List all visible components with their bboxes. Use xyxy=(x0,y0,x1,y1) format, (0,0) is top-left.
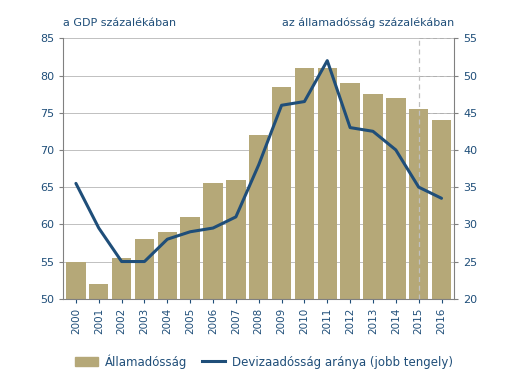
Bar xyxy=(272,87,291,383)
Bar xyxy=(432,120,451,383)
Bar xyxy=(158,232,177,383)
Bar xyxy=(135,239,154,383)
Bar xyxy=(386,98,406,383)
Bar xyxy=(89,284,108,383)
Bar xyxy=(112,258,131,383)
Bar xyxy=(317,68,337,383)
Bar xyxy=(363,94,383,383)
Bar xyxy=(341,83,360,383)
Bar xyxy=(181,217,200,383)
Bar xyxy=(409,109,428,383)
Bar xyxy=(66,262,86,383)
Bar xyxy=(249,135,268,383)
Text: az államadósság százalékában: az államadósság százalékában xyxy=(282,17,454,28)
Text: a GDP százalékában: a GDP százalékában xyxy=(63,18,176,28)
Bar xyxy=(226,180,246,383)
Bar xyxy=(203,183,223,383)
Bar xyxy=(295,68,314,383)
Legend: Államadósság, Devizaadósság aránya (jobb tengely): Államadósság, Devizaadósság aránya (jobb… xyxy=(70,349,458,373)
